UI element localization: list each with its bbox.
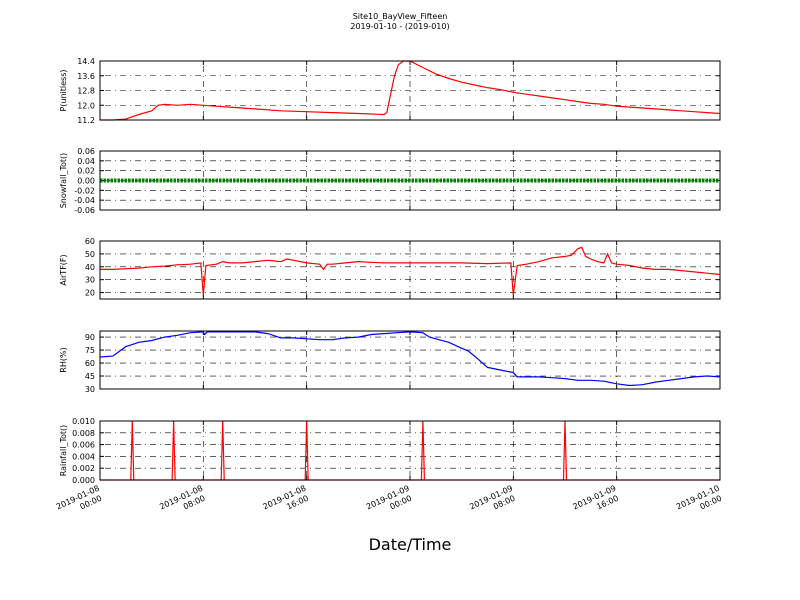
y-axis-label: Snowfall_Tot(): [59, 153, 68, 209]
y-tick-label: 30: [85, 385, 95, 394]
y-axis-label: Rainfall_Tot(): [59, 425, 68, 477]
panel-2: -0.06-0.04-0.020.000.020.040.06 Snowfall_…: [59, 147, 721, 215]
y-axis-label: AirTF(F): [59, 254, 68, 285]
y-axis-label: P(unitless): [59, 69, 68, 111]
y-tick-label: 0.006: [72, 441, 95, 450]
rain-spike: [420, 420, 426, 481]
panel-frame: [99, 60, 721, 121]
y-tick-label: 11.2: [77, 116, 95, 125]
panel-1: 11.2 12.0 12.8 13.6 14.4 P(unitless): [59, 57, 721, 125]
panel-4: 30 45 60 75 90 RH(%): [59, 330, 721, 394]
y-tick-label: 50: [85, 250, 95, 259]
y-tick-label: 14.4: [77, 57, 95, 66]
y-tick-label: 0.000: [72, 476, 95, 485]
y-tick-label: 60: [85, 237, 95, 246]
y-tick-label: 30: [85, 276, 95, 285]
chart-panels: 11.212.012.813.614.4P(unitless)-0.06-0.0…: [59, 57, 721, 485]
y-tick-label: 40: [85, 263, 95, 272]
y-axis-label: RH(%): [59, 347, 68, 372]
y-tick-label: 45: [85, 372, 95, 381]
y-tick-label: 0.02: [77, 167, 95, 176]
rain-spike: [220, 420, 225, 481]
y-tick-label: -0.04: [74, 196, 95, 205]
panel-5: 0.000 0.002 0.004 0.006 0.008 0.010 Rainfall_T…: [59, 417, 721, 485]
y-tick-label: 60: [85, 359, 95, 368]
y-tick-label: 0.004: [72, 452, 95, 461]
y-tick-label: 0.06: [77, 147, 95, 156]
y-tick-label: 13.6: [77, 72, 95, 81]
y-tick-label: 20: [85, 289, 95, 298]
y-tick-label: 12.0: [77, 101, 95, 110]
panel-3: 20 30 40 50 60 AirTF(F): [59, 237, 721, 300]
y-tick-label: 0.002: [72, 464, 95, 473]
rain-spike: [130, 420, 135, 481]
rain-spike: [562, 420, 568, 481]
y-tick-label: 0.010: [72, 417, 95, 426]
series-line: [100, 246, 721, 296]
y-tick-label: -0.02: [74, 186, 95, 195]
panel-frame: [99, 150, 721, 211]
y-tick-label: 90: [85, 333, 95, 342]
series-line: [99, 331, 721, 387]
x-axis-label: Date/Time: [369, 535, 452, 554]
rain-spike: [171, 420, 176, 481]
panel-frame: [99, 420, 721, 481]
y-tick-label: -0.06: [74, 206, 95, 215]
y-tick-label: 0.04: [77, 157, 95, 166]
chart-subtitle: 2019-01-10 - (2019-010): [350, 22, 449, 31]
y-tick-label: 0.00: [77, 177, 95, 186]
y-tick-label: 75: [85, 346, 95, 355]
panel-frame: [99, 240, 721, 300]
panel-frame: [99, 330, 721, 390]
y-tick-label: 0.008: [72, 429, 95, 438]
y-tick-label: 12.8: [77, 87, 95, 96]
chart-title: Site10_BayView_Fifteen: [353, 12, 448, 21]
